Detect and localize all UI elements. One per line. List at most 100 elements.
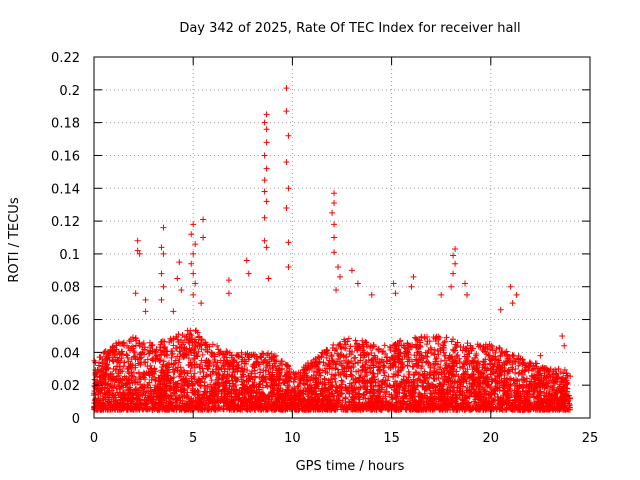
data-point bbox=[106, 392, 113, 399]
data-point bbox=[203, 372, 210, 379]
chart-title: Day 342 of 2025, Rate Of TEC Index for r… bbox=[179, 21, 520, 36]
data-point bbox=[100, 369, 107, 376]
data-point bbox=[355, 359, 362, 366]
data-point bbox=[360, 349, 367, 356]
data-point bbox=[409, 387, 416, 394]
data-point bbox=[374, 394, 381, 401]
data-point bbox=[499, 399, 506, 406]
data-point bbox=[172, 365, 179, 372]
data-point bbox=[367, 388, 374, 395]
data-point bbox=[426, 369, 433, 376]
data-point bbox=[97, 368, 104, 375]
data-point bbox=[240, 373, 247, 380]
data-point bbox=[224, 371, 231, 378]
data-point bbox=[109, 370, 116, 377]
data-point bbox=[397, 367, 404, 374]
data-point bbox=[346, 351, 353, 358]
data-point bbox=[383, 357, 390, 364]
data-point bbox=[506, 368, 513, 375]
data-point bbox=[454, 339, 461, 346]
data-point bbox=[282, 378, 289, 385]
data-point bbox=[428, 346, 435, 353]
data-point bbox=[416, 342, 423, 349]
data-point bbox=[341, 370, 348, 377]
data-point bbox=[109, 343, 116, 350]
data-point bbox=[114, 389, 121, 396]
data-point bbox=[495, 372, 502, 379]
data-point bbox=[496, 362, 503, 369]
data-point bbox=[506, 392, 513, 399]
data-point bbox=[330, 341, 337, 348]
data-point bbox=[317, 372, 324, 379]
data-point bbox=[415, 382, 422, 389]
data-point bbox=[167, 335, 174, 342]
data-point bbox=[553, 371, 560, 378]
data-point bbox=[561, 366, 568, 373]
data-point bbox=[275, 387, 282, 394]
data-point bbox=[307, 386, 314, 393]
data-point bbox=[269, 371, 276, 378]
data-point bbox=[353, 368, 360, 375]
data-point bbox=[316, 359, 323, 366]
data-point bbox=[95, 386, 102, 393]
data-point bbox=[227, 405, 234, 412]
data-point bbox=[418, 365, 425, 372]
data-point bbox=[176, 348, 183, 355]
data-point bbox=[336, 341, 343, 348]
data-point bbox=[437, 364, 444, 371]
data-point bbox=[453, 368, 460, 375]
data-point bbox=[375, 345, 382, 352]
data-point bbox=[363, 369, 370, 376]
data-point bbox=[466, 392, 473, 399]
data-point bbox=[119, 405, 126, 412]
data-point bbox=[187, 327, 194, 334]
data-point bbox=[304, 373, 311, 380]
data-point bbox=[491, 390, 498, 397]
data-point bbox=[481, 402, 488, 409]
data-point bbox=[544, 366, 551, 373]
data-point bbox=[432, 356, 439, 363]
data-point bbox=[375, 363, 382, 370]
data-point bbox=[203, 341, 210, 348]
data-point bbox=[304, 391, 311, 398]
data-point bbox=[438, 405, 445, 412]
data-point bbox=[243, 399, 250, 406]
data-point bbox=[414, 377, 421, 384]
data-point bbox=[243, 358, 250, 365]
data-point bbox=[197, 361, 204, 368]
data-point bbox=[337, 383, 344, 390]
data-point bbox=[418, 379, 425, 386]
data-point bbox=[469, 345, 476, 352]
data-point bbox=[107, 402, 114, 409]
data-point bbox=[403, 378, 410, 385]
data-point bbox=[325, 386, 332, 393]
data-point bbox=[195, 388, 202, 395]
data-point bbox=[357, 384, 364, 391]
data-point bbox=[400, 384, 407, 391]
data-point bbox=[168, 402, 175, 409]
data-point bbox=[371, 352, 378, 359]
data-point bbox=[156, 356, 163, 363]
data-point bbox=[106, 398, 113, 405]
data-point bbox=[422, 349, 429, 356]
data-point bbox=[536, 406, 543, 413]
data-point bbox=[140, 388, 147, 395]
data-point bbox=[175, 359, 182, 366]
data-point bbox=[259, 377, 266, 384]
data-point bbox=[197, 406, 204, 413]
data-point bbox=[251, 406, 258, 413]
data-point bbox=[128, 369, 135, 376]
data-point bbox=[367, 380, 374, 387]
data-point bbox=[413, 343, 420, 350]
data-point bbox=[200, 373, 207, 380]
data-point bbox=[332, 378, 339, 385]
data-point bbox=[294, 383, 301, 390]
data-point bbox=[94, 403, 101, 410]
data-point bbox=[409, 363, 416, 370]
data-point bbox=[453, 360, 460, 367]
data-point bbox=[333, 388, 340, 395]
data-point bbox=[99, 393, 106, 400]
data-point bbox=[121, 395, 128, 402]
data-point bbox=[511, 358, 518, 365]
data-point bbox=[443, 334, 450, 341]
